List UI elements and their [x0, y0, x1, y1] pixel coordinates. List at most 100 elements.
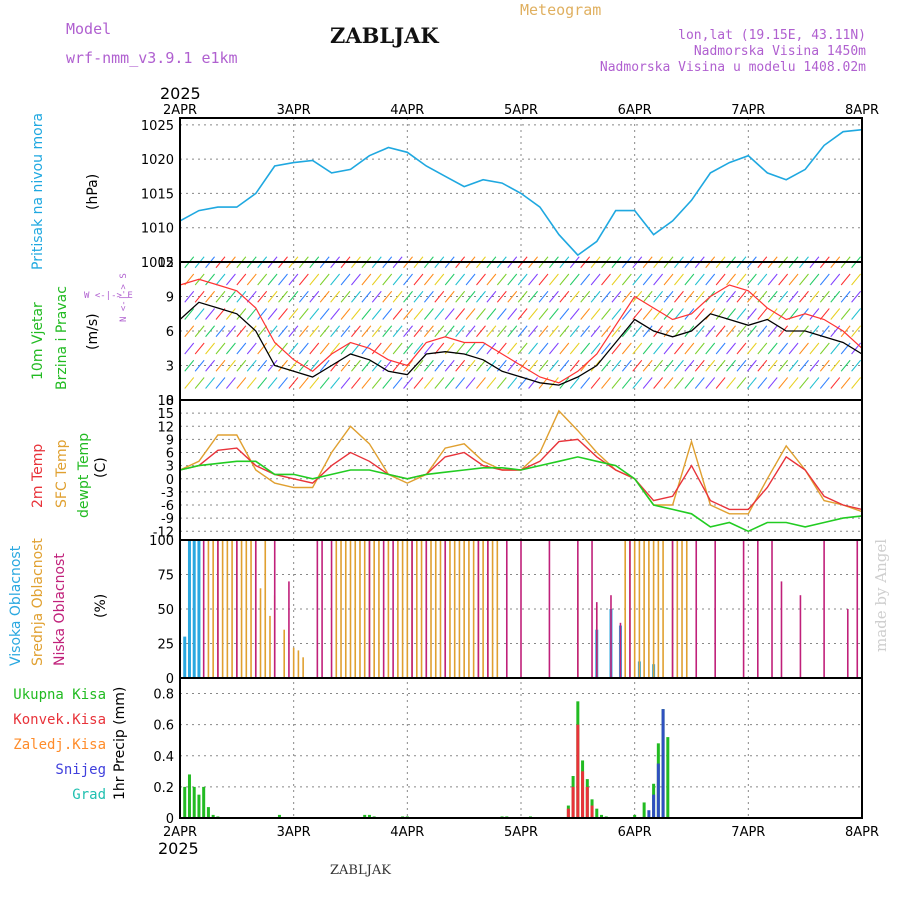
- wind-barb: [278, 377, 288, 389]
- wind-barb: [819, 273, 830, 286]
- wind-label-2: Brzina i Pravac: [54, 286, 70, 390]
- y-tick-label: -3: [161, 486, 174, 501]
- wind-barb: [621, 325, 632, 338]
- wind-barb: [674, 359, 684, 372]
- wind-barb: [205, 325, 215, 338]
- wind-barb: [653, 359, 663, 372]
- wind-barb: [507, 325, 518, 338]
- wind-barb: [549, 377, 559, 389]
- wind-barb: [715, 290, 726, 303]
- wind-barb: [538, 325, 549, 338]
- wind-barb: [819, 377, 830, 389]
- wind-barb: [486, 290, 497, 303]
- wind-barb: [288, 273, 299, 286]
- wind-barb: [194, 359, 205, 372]
- precip-bar: [633, 814, 637, 818]
- cloud-label-low: Niska Oblacnost: [52, 553, 68, 666]
- wind-barb: [559, 290, 570, 303]
- wind-barb: [757, 308, 768, 320]
- wind-barb: [778, 308, 789, 320]
- y-tick-label: 0.6: [153, 719, 174, 734]
- y-tick-label: 75: [157, 569, 174, 584]
- wind-barb: [340, 377, 351, 389]
- wind-barb: [226, 308, 236, 320]
- wind-barb: [507, 273, 518, 286]
- wind-speed-line: [179, 301, 863, 386]
- wind-barb: [830, 273, 841, 286]
- wind-barb: [278, 290, 288, 303]
- wind-barb: [590, 325, 601, 338]
- wind-barb: [632, 273, 643, 286]
- wind-barb: [278, 342, 288, 355]
- wind-barb: [486, 342, 497, 355]
- wind-barb: [559, 273, 570, 286]
- wind-barb: [205, 308, 215, 320]
- wind-barb: [809, 325, 820, 338]
- wind-barb: [726, 308, 736, 320]
- wind-barb: [455, 308, 466, 320]
- x-tick-label-bottom: 6APR: [618, 825, 652, 840]
- x-tick-label-bottom: 5APR: [504, 825, 538, 840]
- wind-barb: [746, 359, 757, 372]
- wind-barb: [371, 308, 382, 320]
- wind-barb: [319, 290, 330, 303]
- y-tick-label: 9: [166, 433, 174, 448]
- wind-barb: [757, 377, 768, 389]
- wind-barb: [569, 290, 580, 303]
- wind-barb: [799, 342, 809, 355]
- wind-barb: [465, 273, 476, 286]
- wind-barb: [632, 377, 643, 389]
- y-tick-label: 15: [157, 407, 174, 422]
- precip-bar: [656, 763, 660, 818]
- wind-barb: [309, 290, 320, 303]
- wind-barb: [726, 290, 736, 303]
- wind-barb: [371, 290, 382, 303]
- wind-barb: [246, 290, 257, 303]
- y-tick-label: 50: [157, 603, 174, 618]
- wind-barb: [788, 273, 799, 286]
- wind-barb: [507, 290, 518, 303]
- wind-barb: [580, 325, 591, 338]
- wind-barb: [340, 342, 351, 355]
- wind-barb: [799, 377, 809, 389]
- wind-barb: [809, 359, 820, 372]
- wind-barb: [767, 290, 778, 303]
- wind-barb: [580, 290, 591, 303]
- wind-barb: [642, 342, 653, 355]
- wind-barb: [267, 359, 278, 372]
- wind-barb: [340, 290, 351, 303]
- wind-barb: [819, 342, 830, 355]
- wind-barb: [736, 290, 747, 303]
- wind-barb: [705, 377, 716, 389]
- wind-barb: [778, 377, 789, 389]
- wind-barb: [809, 342, 820, 355]
- wind-barb: [746, 308, 757, 320]
- wind-barb: [840, 377, 851, 389]
- wind-barb: [330, 308, 340, 320]
- wind-barb: [549, 290, 559, 303]
- wind-barb: [205, 377, 215, 389]
- wind-barb: [309, 325, 320, 338]
- wind-barb: [840, 308, 851, 320]
- wind-barb: [226, 273, 236, 286]
- wind-barb: [746, 377, 757, 389]
- wind-barb: [746, 342, 757, 355]
- precip-bar: [571, 786, 575, 818]
- wind-barb: [830, 377, 841, 389]
- wind-barb: [569, 377, 580, 389]
- wind-barb: [559, 342, 570, 355]
- precip-legend-hail: Grad: [72, 787, 106, 803]
- wind-barb: [298, 308, 309, 320]
- wind-barb: [434, 325, 445, 338]
- wind-barb: [611, 273, 622, 286]
- wind-barb: [632, 290, 643, 303]
- wind-barb: [382, 273, 393, 286]
- wind-barb: [611, 325, 622, 338]
- wind-barb: [351, 377, 361, 389]
- wind-barb: [486, 325, 497, 338]
- wind-barb: [361, 273, 372, 286]
- wind-barb: [746, 273, 757, 286]
- wind-barb: [444, 290, 455, 303]
- cloud-label-mid: Srednja Oblacnost: [30, 538, 46, 666]
- wind-barb: [486, 377, 497, 389]
